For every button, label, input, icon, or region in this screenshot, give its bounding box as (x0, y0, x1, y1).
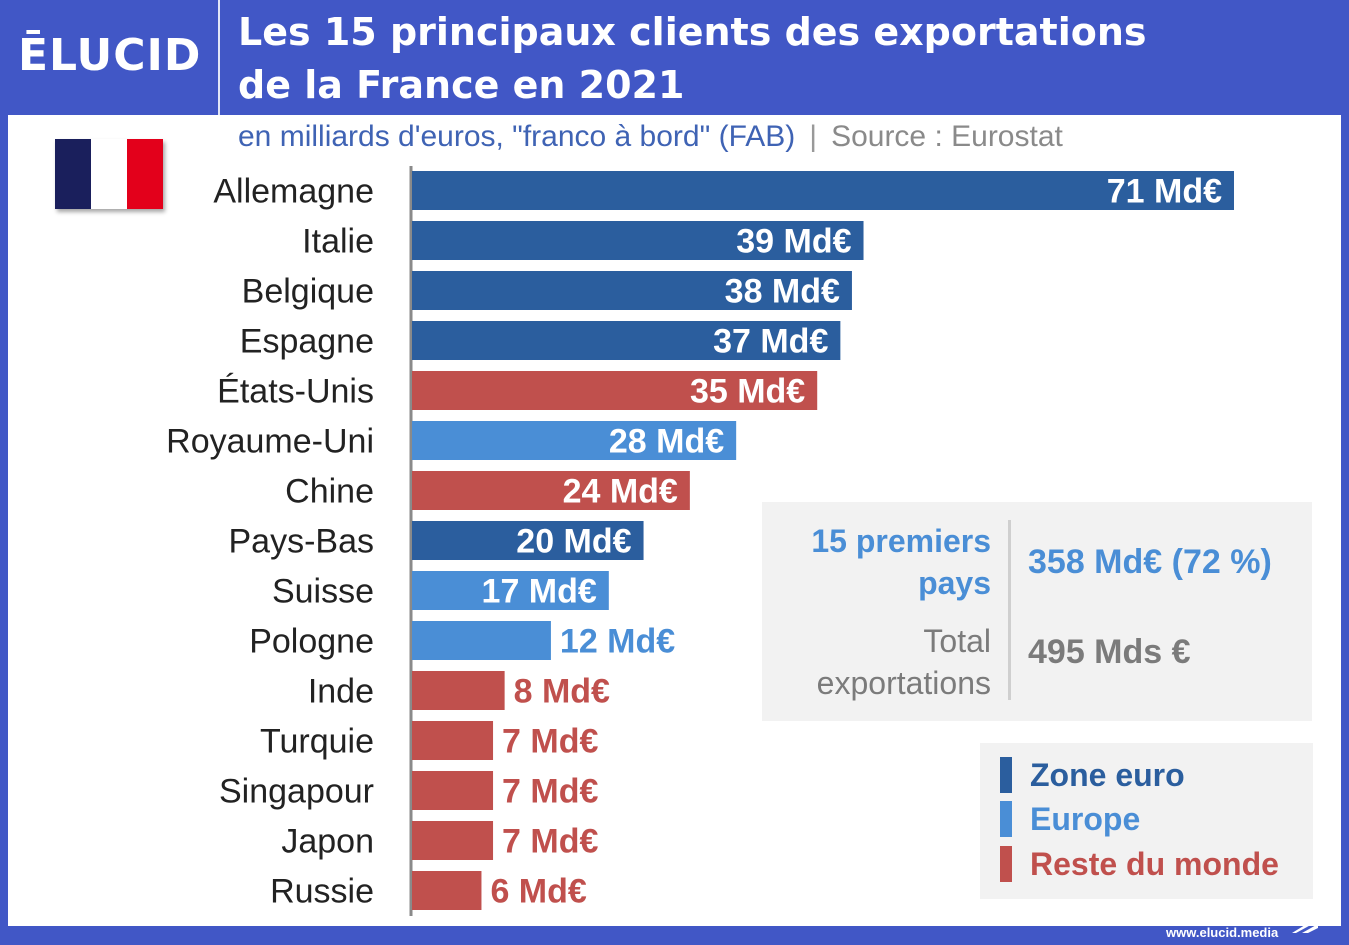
legend: Zone euro Europe Reste du monde (980, 743, 1313, 899)
chart-panel: en milliards d'euros, "franco à bord" (F… (8, 115, 1341, 926)
category-label: Allemagne (213, 173, 374, 211)
category-label: Pays-Bas (229, 523, 375, 561)
summary-box: 15 premiers pays 358 Md€ (72 %) Total ex… (762, 502, 1312, 721)
bar (412, 621, 551, 660)
data-label: 6 Md€ (490, 873, 586, 911)
elucid-mark-icon (1290, 915, 1320, 935)
legend-swatch-europe (1000, 801, 1012, 837)
data-label: 24 Md€ (563, 473, 678, 511)
data-label: 38 Md€ (725, 273, 840, 311)
legend-label-zone-euro: Zone euro (1030, 755, 1185, 795)
data-label: 7 Md€ (502, 773, 598, 811)
elucid-logo: ĒLUCID (18, 30, 208, 82)
bar (412, 671, 505, 710)
summary-divider (1008, 520, 1011, 700)
summary-total-value: 495 Mds € (1028, 630, 1191, 674)
logo-divider (218, 0, 220, 115)
legend-swatch-reste-du-monde (1000, 846, 1012, 882)
data-label: 17 Md€ (482, 573, 597, 611)
page-title: Les 15 principaux clients des exportatio… (238, 6, 1238, 112)
category-label: Belgique (242, 273, 374, 311)
data-label: 7 Md€ (502, 723, 598, 761)
category-label: Inde (308, 673, 374, 711)
bar (412, 771, 493, 810)
bar (412, 721, 493, 760)
category-label: Royaume-Uni (166, 423, 374, 461)
category-label: Italie (302, 223, 374, 261)
category-label: Singapour (219, 773, 374, 811)
category-label: États-Unis (217, 373, 374, 411)
legend-label-reste-du-monde: Reste du monde (1030, 844, 1279, 884)
data-label: 28 Md€ (609, 423, 724, 461)
legend-label-europe: Europe (1030, 799, 1140, 839)
category-label: Russie (270, 873, 374, 911)
data-label: 8 Md€ (514, 673, 610, 711)
data-label: 39 Md€ (736, 223, 851, 261)
legend-swatch-zone-euro (1000, 757, 1012, 793)
title-line-1: Les 15 principaux clients des exportatio… (238, 6, 1238, 59)
data-label: 7 Md€ (502, 823, 598, 861)
category-label: Japon (281, 823, 374, 861)
header: ĒLUCID Les 15 principaux clients des exp… (0, 0, 1349, 115)
data-label: 71 Md€ (1107, 173, 1222, 211)
data-label: 37 Md€ (713, 323, 828, 361)
summary-top15-value: 358 Md€ (72 %) (1028, 540, 1272, 584)
summary-total-label: Total exportations (762, 620, 991, 704)
title-line-2: de la France en 2021 (238, 59, 1238, 112)
footer-url[interactable]: www.elucid.media (1166, 924, 1278, 942)
data-label: 35 Md€ (690, 373, 805, 411)
summary-top15-label: 15 premiers pays (762, 520, 991, 604)
data-label: 20 Md€ (516, 523, 631, 561)
category-label: Turquie (260, 723, 374, 761)
bar (412, 871, 481, 910)
category-label: Pologne (249, 623, 374, 661)
data-label: 12 Md€ (560, 623, 675, 661)
category-label: Espagne (240, 323, 374, 361)
category-label: Suisse (272, 573, 374, 611)
bar (412, 821, 493, 860)
category-label: Chine (285, 473, 374, 511)
